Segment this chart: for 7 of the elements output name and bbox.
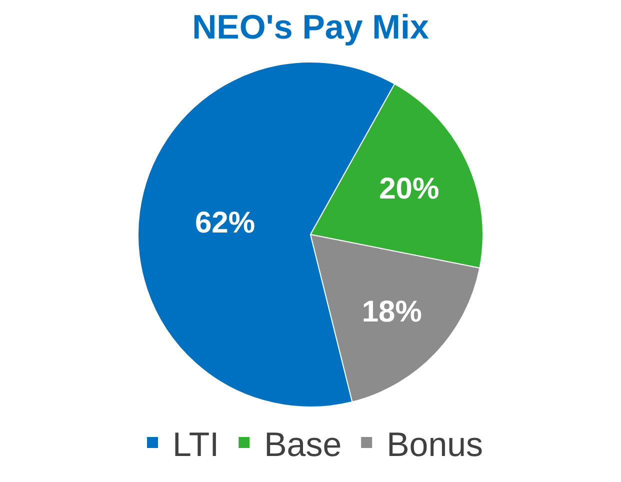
data-label: 20% [379,172,440,206]
legend-label: Bonus [386,426,484,464]
legend-label: LTI [172,426,220,464]
data-label: 18% [362,295,422,328]
chart-title: NEO's Pay Mix [192,8,429,46]
data-label: 62% [194,206,256,240]
legend-label: Base [264,426,342,464]
